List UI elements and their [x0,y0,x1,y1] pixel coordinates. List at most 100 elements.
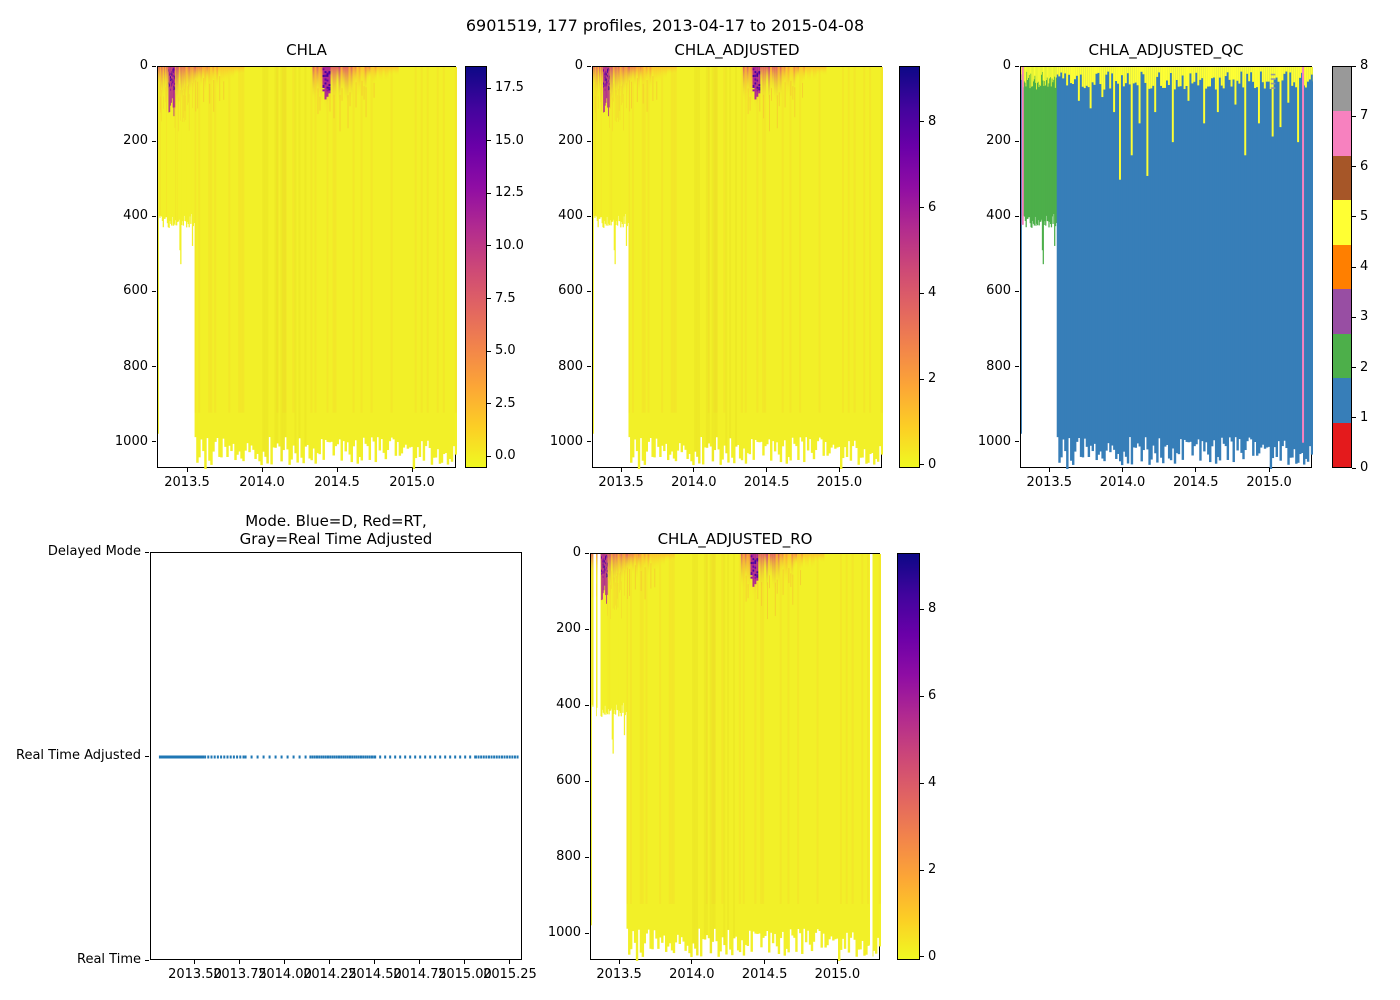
colorbar-tick [920,378,924,380]
y-tick [585,628,589,630]
x-tick [284,960,286,964]
colorbar-tick-label: 7 [1360,108,1369,124]
y-tick-label: 400 [556,697,581,713]
chla-axes [157,66,457,469]
colorbar-tick [1352,216,1356,218]
colorbar-tick-label: 4 [928,775,937,791]
y-tick [585,704,589,706]
colorbar-tick-label: 2 [928,371,937,387]
x-tick-label: 2014.0 [669,967,715,982]
x-tick-label: 2014.0 [671,475,717,490]
y-tick [587,290,591,292]
x-tick [620,468,622,472]
chla-adjusted-colorbar [899,66,920,468]
colorbar-tick [487,298,491,300]
colorbar-tick [920,207,924,209]
x-tick [336,468,338,472]
x-tick-label: 2013.5 [1026,475,1073,490]
qc-colorbar-segment-8 [1333,67,1351,112]
mode-line-canvas [151,553,523,961]
colorbar-tick-label: 15.0 [495,132,524,148]
y-tick-label: 200 [556,621,581,637]
x-tick [194,960,196,964]
x-tick [239,960,241,964]
x-tick-label: 2014.0 [239,475,285,490]
chla-adjusted-ro-axes [590,553,881,961]
colorbar-tick-label: 5.0 [495,343,516,359]
colorbar-tick-label: 17.5 [495,80,524,96]
x-tick [1195,468,1197,472]
colorbar-tick-label: 0 [928,456,937,472]
y-tick-label: 400 [123,208,148,224]
y-tick-label: 400 [558,208,583,224]
colorbar-tick [920,956,924,958]
colorbar-tick-label: 8 [1360,58,1369,73]
x-tick [766,468,768,472]
qc-colorbar-segment-2 [1333,333,1351,379]
x-tick [618,960,620,964]
panel-title-chla: CHLA [286,41,327,59]
y-tick-label: 600 [558,283,583,299]
x-tick [1048,468,1050,472]
colorbar-tick [920,292,924,294]
colorbar-tick [1352,467,1356,469]
x-tick [691,960,693,964]
x-tick-label: 2015.00 [438,967,492,982]
x-tick-label: 2015.0 [816,475,863,490]
x-tick-label: 2014.00 [258,967,312,982]
x-tick [464,960,466,964]
x-tick [419,960,421,964]
x-tick [1268,468,1270,472]
colorbar-tick-label: 1 [1360,409,1369,425]
x-tick [1122,468,1124,472]
colorbar-tick [487,140,491,142]
colorbar-tick-label: 2 [1360,359,1369,375]
colorbar-tick-label: 10.0 [495,237,524,253]
x-tick-label: 2014.5 [314,475,360,490]
x-tick-label: 2014.5 [741,967,788,982]
y-tick [1015,65,1019,67]
mode-title-line2: Gray=Real Time Adjusted [239,530,433,548]
qc-colorbar-segment-6 [1333,155,1351,201]
x-tick [764,960,766,964]
x-tick-label: 2013.5 [598,475,644,490]
qc-colorbar-segment-4 [1333,244,1351,290]
colorbar-tick-label: 7.5 [495,290,516,306]
colorbar-tick [487,245,491,247]
y-tick [1015,290,1019,292]
y-tick [585,932,589,934]
y-tick [1015,441,1019,443]
y-tick-label: 200 [123,133,148,149]
x-tick [509,960,511,964]
panel-title-mode: Mode. Blue=D, Red=RT, Gray=Real Time Adj… [150,512,522,548]
y-tick [145,551,149,553]
colorbar-tick-label: 0 [928,948,937,964]
y-tick-label: 1000 [549,433,583,449]
x-tick-label: 2015.0 [814,967,861,982]
y-tick [152,366,156,368]
mode-y-tick-label: Real Time Adjusted [16,748,141,763]
panel-title-chla-adjusted-qc: CHLA_ADJUSTED_QC [1088,41,1244,59]
colorbar-tick [1352,115,1356,117]
x-tick [261,468,263,472]
colorbar-tick-label: 0.0 [495,448,516,464]
colorbar-tick-label: 5 [1360,208,1369,224]
x-tick-label: 2015.0 [389,475,435,490]
mode-y-tick-label: Delayed Mode [47,544,141,559]
colorbar-tick-label: 6 [928,199,937,215]
colorbar-tick [487,455,491,457]
y-tick [145,959,149,961]
y-tick [587,140,591,142]
colorbar-tick [920,695,924,697]
x-tick-label: 2013.5 [596,967,642,982]
y-tick-label: 0 [1002,58,1011,73]
x-tick-label: 2014.50 [348,967,402,982]
chla-adjusted-qc-axes [1020,66,1313,469]
colorbar-tick [1352,166,1356,167]
y-tick [152,290,156,292]
x-tick [836,960,838,964]
x-tick [838,468,840,472]
y-tick [152,441,156,443]
colorbar-tick [487,192,491,194]
